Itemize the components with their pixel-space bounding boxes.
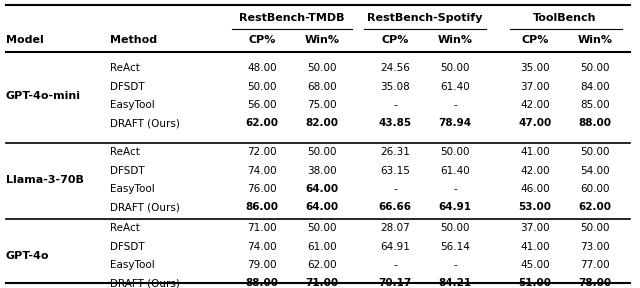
Text: DFSDT: DFSDT — [110, 242, 145, 251]
Text: 50.00: 50.00 — [247, 82, 276, 92]
Text: 64.91: 64.91 — [438, 202, 472, 213]
Text: EasyTool: EasyTool — [110, 260, 155, 270]
Text: 35.08: 35.08 — [380, 82, 410, 92]
Text: ReAct: ReAct — [110, 147, 140, 157]
Text: Llama-3-70B: Llama-3-70B — [6, 175, 84, 185]
Text: EasyTool: EasyTool — [110, 100, 155, 110]
Text: 47.00: 47.00 — [518, 118, 552, 128]
Text: GPT-4o-mini: GPT-4o-mini — [6, 91, 81, 101]
Text: 72.00: 72.00 — [247, 147, 277, 157]
Text: Win%: Win% — [305, 35, 339, 45]
Text: 62.00: 62.00 — [579, 202, 611, 213]
Text: 42.00: 42.00 — [520, 166, 550, 175]
Text: DFSDT: DFSDT — [110, 166, 145, 175]
Text: 53.00: 53.00 — [518, 202, 552, 213]
Text: DRAFT (Ours): DRAFT (Ours) — [110, 278, 180, 288]
Text: 37.00: 37.00 — [520, 82, 550, 92]
Text: 78.00: 78.00 — [579, 278, 612, 288]
Text: ReAct: ReAct — [110, 63, 140, 73]
Text: 74.00: 74.00 — [247, 242, 277, 251]
Text: 50.00: 50.00 — [307, 223, 337, 233]
Text: 61.40: 61.40 — [440, 82, 470, 92]
Text: 76.00: 76.00 — [247, 184, 277, 194]
Text: DRAFT (Ours): DRAFT (Ours) — [110, 202, 180, 213]
Text: -: - — [393, 100, 397, 110]
Text: 61.40: 61.40 — [440, 166, 470, 175]
Text: 46.00: 46.00 — [520, 184, 550, 194]
Text: 51.00: 51.00 — [518, 278, 552, 288]
Text: 64.00: 64.00 — [305, 202, 339, 213]
Text: 63.15: 63.15 — [380, 166, 410, 175]
Text: RestBench-TMDB: RestBench-TMDB — [239, 13, 345, 23]
Text: 62.00: 62.00 — [307, 260, 337, 270]
Text: 62.00: 62.00 — [246, 118, 278, 128]
Text: -: - — [453, 100, 457, 110]
Text: 56.14: 56.14 — [440, 242, 470, 251]
Text: 50.00: 50.00 — [307, 147, 337, 157]
Text: 79.00: 79.00 — [247, 260, 277, 270]
Text: ToolBench: ToolBench — [533, 13, 596, 23]
Text: -: - — [453, 184, 457, 194]
Text: 60.00: 60.00 — [580, 184, 610, 194]
Text: 75.00: 75.00 — [307, 100, 337, 110]
Text: Win%: Win% — [577, 35, 612, 45]
Text: RestBench-Spotify: RestBench-Spotify — [367, 13, 483, 23]
Text: 41.00: 41.00 — [520, 242, 550, 251]
Text: -: - — [453, 260, 457, 270]
Text: 24.56: 24.56 — [380, 63, 410, 73]
Text: 45.00: 45.00 — [520, 260, 550, 270]
Text: EasyTool: EasyTool — [110, 184, 155, 194]
Text: 88.00: 88.00 — [579, 118, 611, 128]
Text: 73.00: 73.00 — [580, 242, 610, 251]
Text: GPT-4o: GPT-4o — [6, 251, 49, 261]
Text: 74.00: 74.00 — [247, 166, 277, 175]
Text: Method: Method — [110, 35, 157, 45]
Text: 28.07: 28.07 — [380, 223, 410, 233]
Text: 56.00: 56.00 — [247, 100, 277, 110]
Text: 54.00: 54.00 — [580, 166, 610, 175]
Text: 84.21: 84.21 — [438, 278, 472, 288]
Text: 50.00: 50.00 — [440, 147, 470, 157]
Text: 41.00: 41.00 — [520, 147, 550, 157]
Text: 77.00: 77.00 — [580, 260, 610, 270]
Text: 71.00: 71.00 — [305, 278, 339, 288]
Text: 82.00: 82.00 — [305, 118, 339, 128]
Text: 85.00: 85.00 — [580, 100, 610, 110]
Text: 50.00: 50.00 — [307, 63, 337, 73]
Text: CP%: CP% — [522, 35, 548, 45]
Text: 88.00: 88.00 — [246, 278, 278, 288]
Text: 78.94: 78.94 — [438, 118, 472, 128]
Text: CP%: CP% — [248, 35, 276, 45]
Text: 50.00: 50.00 — [580, 63, 610, 73]
Text: 50.00: 50.00 — [580, 147, 610, 157]
Text: -: - — [393, 184, 397, 194]
Text: 50.00: 50.00 — [440, 223, 470, 233]
Text: 42.00: 42.00 — [520, 100, 550, 110]
Text: 64.91: 64.91 — [380, 242, 410, 251]
Text: 38.00: 38.00 — [307, 166, 337, 175]
Text: 50.00: 50.00 — [580, 223, 610, 233]
Text: DFSDT: DFSDT — [110, 82, 145, 92]
Text: CP%: CP% — [381, 35, 409, 45]
Text: ReAct: ReAct — [110, 223, 140, 233]
Text: DRAFT (Ours): DRAFT (Ours) — [110, 118, 180, 128]
Text: 26.31: 26.31 — [380, 147, 410, 157]
Text: 61.00: 61.00 — [307, 242, 337, 251]
Text: 48.00: 48.00 — [247, 63, 277, 73]
Text: 86.00: 86.00 — [246, 202, 278, 213]
Text: 71.00: 71.00 — [247, 223, 277, 233]
Text: 43.85: 43.85 — [378, 118, 412, 128]
Text: 37.00: 37.00 — [520, 223, 550, 233]
Text: 68.00: 68.00 — [307, 82, 337, 92]
Text: 35.00: 35.00 — [520, 63, 550, 73]
Text: 50.00: 50.00 — [440, 63, 470, 73]
Text: 66.66: 66.66 — [378, 202, 412, 213]
Text: Win%: Win% — [438, 35, 472, 45]
Text: 70.17: 70.17 — [378, 278, 412, 288]
Text: Model: Model — [6, 35, 44, 45]
Text: -: - — [393, 260, 397, 270]
Text: 64.00: 64.00 — [305, 184, 339, 194]
Text: 84.00: 84.00 — [580, 82, 610, 92]
